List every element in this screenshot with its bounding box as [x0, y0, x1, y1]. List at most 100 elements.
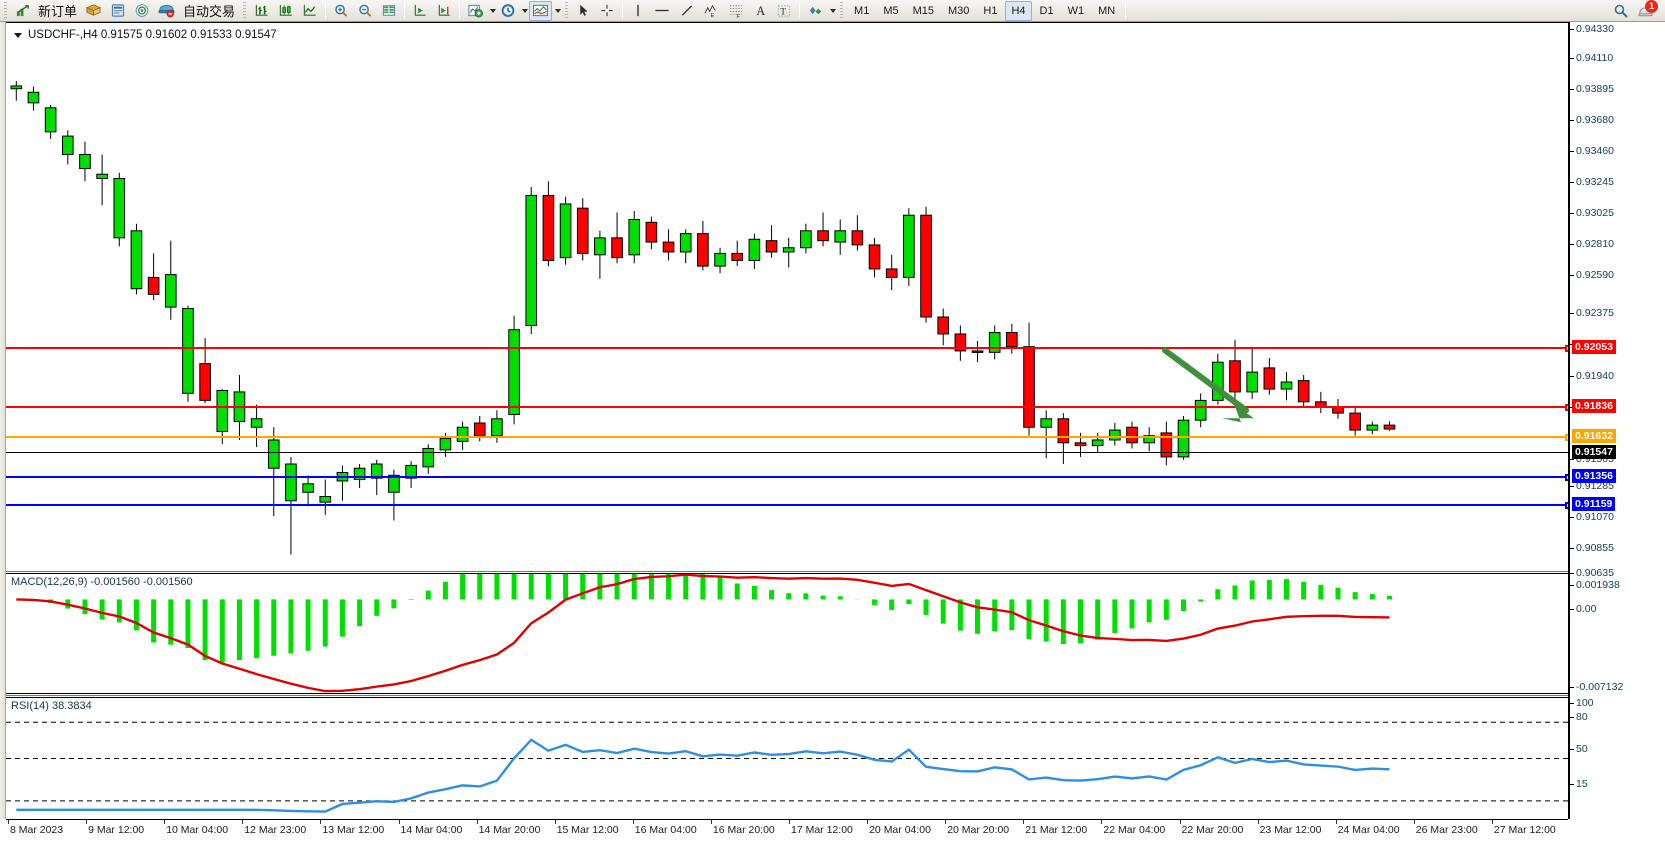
- timeframe-m30[interactable]: M30: [948, 4, 970, 17]
- auto-trading-label[interactable]: 自动交易: [183, 4, 236, 19]
- time-axis-tick: [1413, 820, 1415, 824]
- time-axis-label: 14 Mar 04:00: [400, 824, 463, 836]
- axis-tick: 0.93895: [1570, 84, 1614, 95]
- timeframe-d1[interactable]: D1: [1039, 4, 1054, 17]
- axis-tick: 0.93245: [1570, 177, 1614, 188]
- macd-axis-tick: 0.00: [1570, 604, 1596, 615]
- time-axis-tick: [242, 820, 244, 824]
- chart-area[interactable]: USDCHF-,H4 0.91575 0.91602 0.91533 0.915…: [0, 22, 1665, 841]
- toolbar-grip-3[interactable]: [563, 1, 571, 20]
- time-axis-label: 22 Mar 04:00: [1103, 824, 1166, 836]
- toolbar-grip-2[interactable]: [241, 1, 249, 20]
- zoom-in-icon[interactable]: [330, 1, 352, 21]
- templates-dropdown-caret[interactable]: [555, 8, 562, 13]
- timeframe-h4[interactable]: H4: [1005, 0, 1032, 21]
- time-axis-tick: [710, 820, 712, 824]
- period-icon[interactable]: [497, 1, 519, 21]
- rsi-axis-tick: 50: [1570, 744, 1588, 755]
- timeframe-m15[interactable]: M15: [912, 4, 934, 17]
- timeframe-mn[interactable]: MN: [1098, 4, 1116, 17]
- data-window-icon[interactable]: [82, 1, 105, 21]
- line-anchor[interactable]: [1565, 434, 1568, 441]
- pivot-price-tag[interactable]: 0.91632: [1572, 429, 1616, 443]
- line-anchor[interactable]: [1565, 404, 1568, 411]
- time-axis-label: 8 Mar 2023: [10, 824, 64, 836]
- time-axis-tick: [632, 820, 634, 824]
- axis-tick: 0.93680: [1570, 115, 1614, 126]
- notification-icon[interactable]: 1: [1634, 0, 1658, 21]
- bar-chart-icon[interactable]: [251, 1, 273, 21]
- shift-end-icon[interactable]: [433, 1, 455, 21]
- line-anchor[interactable]: [1565, 502, 1568, 509]
- new-order-label[interactable]: 新订单: [38, 4, 78, 19]
- fibonacci-icon[interactable]: F: [725, 1, 748, 21]
- toolbar-separator-2: [404, 2, 406, 19]
- support-2-price-tag[interactable]: 0.91159: [1572, 497, 1616, 511]
- price-axis[interactable]: 0.94330 0.94110 0.93895 0.93680 0.93460 …: [1568, 22, 1665, 819]
- time-axis-tick: [164, 820, 166, 824]
- line-anchor[interactable]: [1565, 474, 1568, 481]
- shapes-icon[interactable]: [804, 1, 827, 21]
- time-axis-tick: [86, 820, 88, 824]
- elliott-wave-icon[interactable]: E: [700, 1, 723, 21]
- line-chart-icon[interactable]: [299, 1, 321, 21]
- macd-label: MACD(12,26,9) -0.001560 -0.001560: [11, 576, 193, 588]
- trendline-icon[interactable]: [676, 1, 698, 21]
- support-line-2[interactable]: [6, 502, 1568, 509]
- auto-trading-icon[interactable]: [155, 1, 178, 21]
- period-dropdown-caret[interactable]: [522, 8, 529, 13]
- rsi-pane[interactable]: RSI(14) 38.3834: [6, 697, 1568, 819]
- vertical-line-icon[interactable]: [627, 1, 648, 21]
- time-axis-label: 26 Mar 23:00: [1415, 824, 1478, 836]
- horizontal-line-icon[interactable]: [650, 1, 674, 21]
- price-pane[interactable]: USDCHF-,H4 0.91575 0.91602 0.91533 0.915…: [6, 22, 1568, 570]
- crosshair-icon[interactable]: [596, 1, 618, 21]
- time-axis-tick: [1335, 820, 1337, 824]
- chart-collapse-caret[interactable]: [14, 32, 22, 38]
- resistance-2-price-tag[interactable]: 0.91836: [1572, 399, 1616, 413]
- price-macd-separator[interactable]: [6, 570, 1568, 573]
- search-icon[interactable]: [1610, 1, 1632, 21]
- cursor-icon[interactable]: [573, 1, 594, 21]
- add-indicator-icon[interactable]: [464, 1, 487, 21]
- timeframe-h1[interactable]: H1: [983, 4, 998, 17]
- text-label-icon[interactable]: T: [773, 1, 795, 21]
- timeframe-m5[interactable]: M5: [883, 4, 899, 17]
- macd-pane[interactable]: MACD(12,26,9) -0.001560 -0.001560: [6, 573, 1568, 694]
- axis-tick: 0.93460: [1570, 146, 1614, 157]
- support-line-1[interactable]: [6, 474, 1568, 481]
- new-order-icon[interactable]: [12, 1, 33, 21]
- toolbar-grip[interactable]: [2, 1, 9, 20]
- pivot-line[interactable]: [6, 434, 1568, 441]
- shift-start-icon[interactable]: [409, 1, 431, 21]
- grid-icon[interactable]: [378, 1, 400, 21]
- rsi-series: [6, 721, 1568, 813]
- time-axis[interactable]: 8 Mar 2023 9 Mar 12:00 10 Mar 04:00 12 Mar …: [6, 819, 1568, 841]
- timeframe-w1[interactable]: W1: [1067, 4, 1085, 17]
- support-1-price-tag[interactable]: 0.91356: [1572, 469, 1616, 483]
- axis-tick: 0.91070: [1570, 512, 1614, 523]
- time-axis-label: 16 Mar 04:00: [634, 824, 697, 836]
- terminal-icon[interactable]: [107, 1, 129, 21]
- time-axis-label: 22 Mar 20:00: [1181, 824, 1244, 836]
- time-axis-tick: [1101, 820, 1103, 824]
- resistance-1-price-tag[interactable]: 0.92053: [1572, 340, 1616, 354]
- time-axis-label: 20 Mar 20:00: [947, 824, 1010, 836]
- candlestick-chart-icon[interactable]: [275, 1, 297, 21]
- add-indicator-dropdown-caret[interactable]: [490, 8, 497, 13]
- signals-icon[interactable]: [131, 1, 153, 21]
- line-anchor[interactable]: [1565, 345, 1568, 352]
- toolbar-separator-1: [325, 2, 327, 19]
- timeframe-m1[interactable]: M1: [854, 4, 870, 17]
- resistance-line-1[interactable]: [6, 345, 1568, 352]
- toolbar-grip-4[interactable]: [838, 1, 846, 20]
- text-icon[interactable]: A: [750, 1, 771, 21]
- time-axis-tick: [320, 820, 322, 824]
- chart-plot[interactable]: USDCHF-,H4 0.91575 0.91602 0.91533 0.915…: [6, 22, 1568, 819]
- resistance-line-2[interactable]: [6, 404, 1568, 411]
- trend-arrow-icon[interactable]: [6, 23, 1568, 570]
- macd-rsi-separator[interactable]: [6, 694, 1568, 697]
- shapes-dropdown-caret[interactable]: [830, 8, 837, 13]
- templates-icon[interactable]: [529, 0, 553, 21]
- zoom-out-icon[interactable]: [354, 1, 376, 21]
